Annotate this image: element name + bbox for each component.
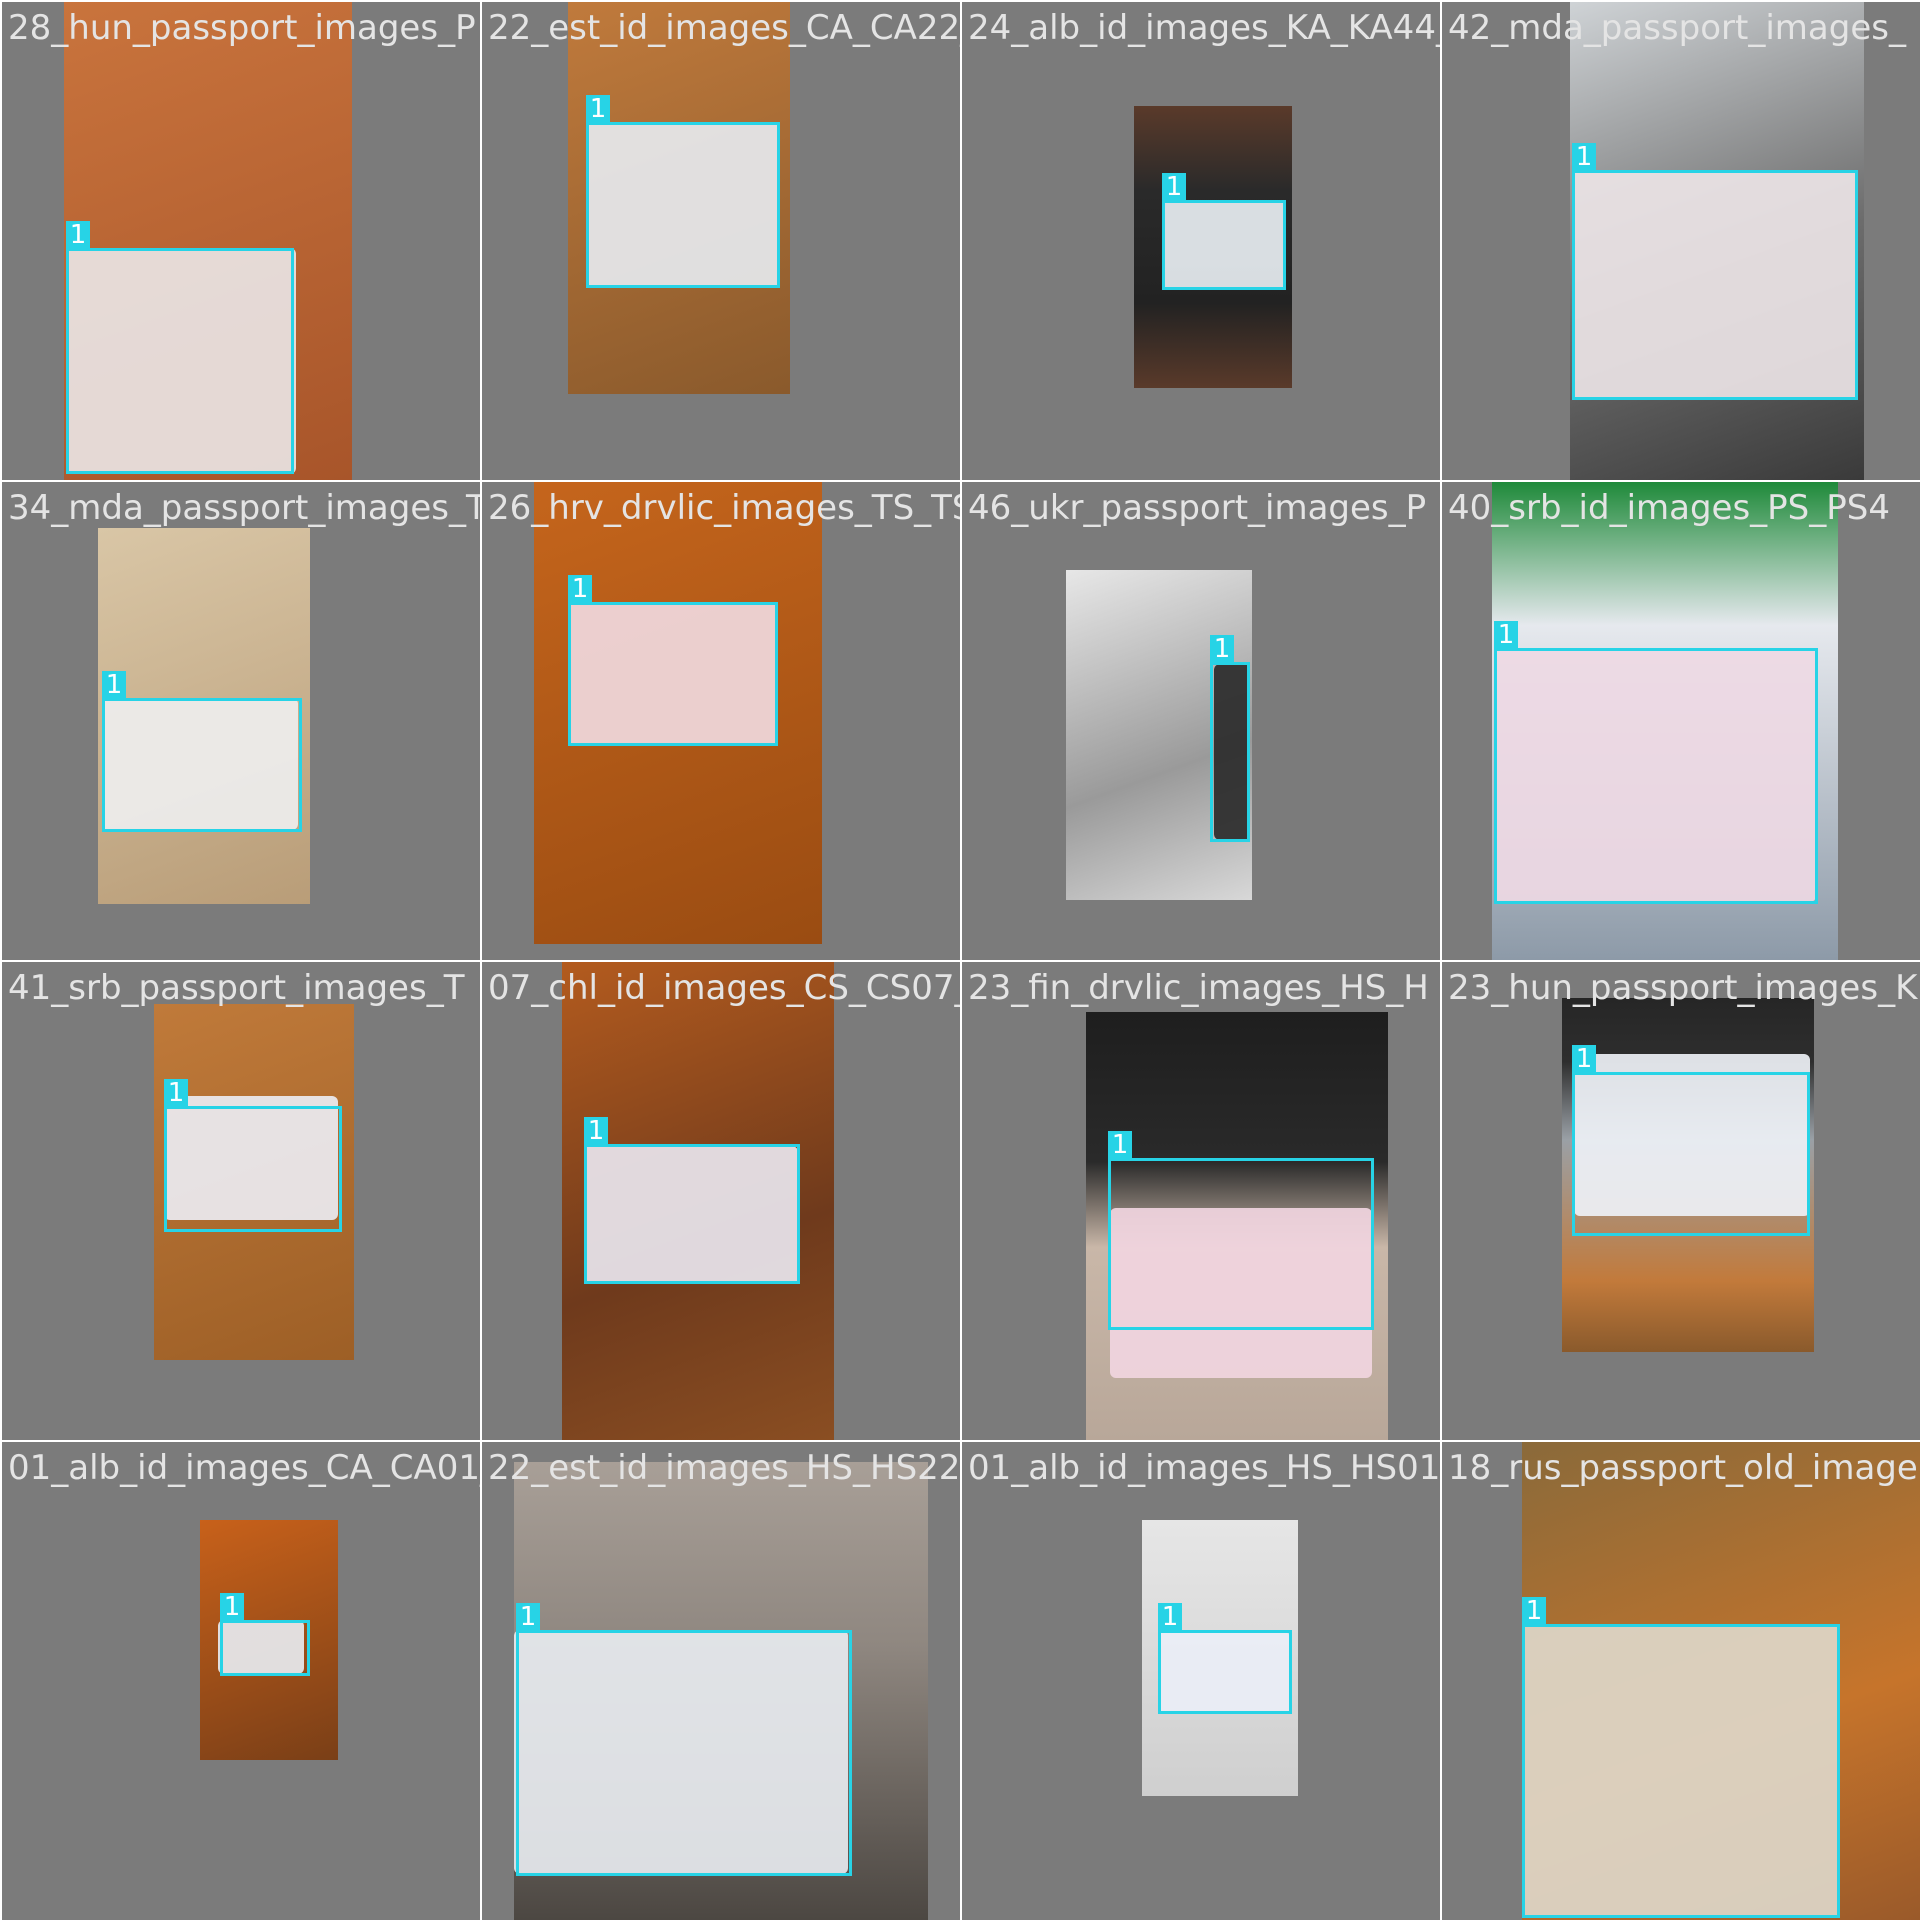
class-label: 1 — [586, 95, 610, 123]
image-filename: 40_srb_id_images_PS_PS4 — [1448, 488, 1890, 528]
mosaic-tile: 1 23_fin_drvlic_images_HS_H — [962, 962, 1440, 1440]
detection-box: 1 — [516, 1603, 852, 1876]
mosaic-tile: 1 24_alb_id_images_KA_KA44_420.png — [962, 2, 1440, 480]
document-photo — [1492, 482, 1838, 960]
class-label: 1 — [1210, 635, 1234, 663]
class-label: 1 — [584, 1117, 608, 1145]
image-filename: 01_alb_id_images_CA_CA01_216.png — [8, 1448, 480, 1488]
image-filename: 22_est_id_images_CA_CA22_408.png — [488, 8, 960, 48]
document-photo — [1066, 570, 1252, 900]
mosaic-tile: 1 07_chl_id_images_CS_CS07_28.png — [482, 962, 960, 1440]
class-label: 1 — [1108, 1131, 1132, 1159]
image-filename: 07_chl_id_images_CS_CS07_28.png — [488, 968, 960, 1008]
document-photo — [1142, 1520, 1298, 1796]
image-filename: 23_hun_passport_images_K — [1448, 968, 1918, 1008]
class-label: 1 — [1494, 621, 1518, 649]
document-photo — [1562, 998, 1814, 1352]
document-photo — [1134, 106, 1292, 388]
detection-box: 1 — [1494, 621, 1818, 904]
class-label: 1 — [1162, 173, 1186, 201]
detection-box: 1 — [220, 1593, 310, 1676]
image-filename: 34_mda_passport_images_T — [8, 488, 480, 528]
detection-box: 1 — [102, 671, 302, 832]
mosaic-tile: 1 01_alb_id_images_CA_CA01_216.png — [2, 1442, 480, 1920]
detection-box: 1 — [1108, 1131, 1374, 1330]
detection-box: 1 — [164, 1079, 342, 1232]
class-label: 1 — [1572, 1045, 1596, 1073]
detection-box: 1 — [1210, 635, 1250, 842]
detection-box: 1 — [584, 1117, 800, 1284]
mosaic-tile: 1 23_hun_passport_images_K — [1442, 962, 1920, 1440]
detection-box: 1 — [66, 221, 294, 474]
class-label: 1 — [1158, 1603, 1182, 1631]
document-photo — [534, 482, 822, 944]
mosaic-tile: 1 40_srb_id_images_PS_PS4 — [1442, 482, 1920, 960]
image-filename: 28_hun_passport_images_P — [8, 8, 476, 48]
class-label: 1 — [1572, 143, 1596, 171]
mosaic-tile: 1 46_ukr_passport_images_P — [962, 482, 1440, 960]
mosaic-tile: 1 34_mda_passport_images_T — [2, 482, 480, 960]
detection-box: 1 — [1572, 1045, 1810, 1236]
class-label: 1 — [102, 671, 126, 699]
detection-box: 1 — [1572, 143, 1858, 400]
image-filename: 46_ukr_passport_images_P — [968, 488, 1427, 528]
mosaic-tile: 1 41_srb_passport_images_T — [2, 962, 480, 1440]
mosaic-tile: 1 26_hrv_drvlic_images_TS_TS34_06.png — [482, 482, 960, 960]
mosaic-tile: 1 28_hun_passport_images_P — [2, 2, 480, 480]
document-photo — [98, 528, 310, 904]
mosaic-tile: 1 01_alb_id_images_HS_HS01_708.png — [962, 1442, 1440, 1920]
class-label: 1 — [1522, 1597, 1546, 1625]
detection-box: 1 — [1158, 1603, 1292, 1714]
detection-box: 1 — [568, 575, 778, 746]
class-label: 1 — [220, 1593, 244, 1621]
document-photo — [64, 2, 352, 480]
document-photo — [568, 2, 790, 394]
detection-box: 1 — [1162, 173, 1286, 290]
mosaic-tile: 1 42_mda_passport_images_ — [1442, 2, 1920, 480]
class-label: 1 — [516, 1603, 540, 1631]
image-filename: 01_alb_id_images_HS_HS01_708.png — [968, 1448, 1440, 1488]
image-filename: 26_hrv_drvlic_images_TS_TS34_06.png — [488, 488, 960, 528]
detection-box: 1 — [586, 95, 780, 288]
class-label: 1 — [66, 221, 90, 249]
mosaic-tile: 1 18_rus_passport_old_image — [1442, 1442, 1920, 1920]
mosaic-tile: 1 22_est_id_images_HS_HS22_12.png — [482, 1442, 960, 1920]
detection-box: 1 — [1522, 1597, 1840, 1918]
class-label: 1 — [164, 1079, 188, 1107]
document-photo — [1522, 1442, 1920, 1920]
image-filename: 42_mda_passport_images_ — [1448, 8, 1906, 48]
image-filename: 22_est_id_images_HS_HS22_12.png — [488, 1448, 960, 1488]
image-filename: 24_alb_id_images_KA_KA44_420.png — [968, 8, 1440, 48]
document-photo — [1086, 1012, 1388, 1440]
document-photo — [200, 1520, 338, 1760]
document-photo — [514, 1462, 928, 1920]
mosaic-tile: 1 22_est_id_images_CA_CA22_408.png — [482, 2, 960, 480]
document-photo — [154, 1004, 354, 1360]
image-filename: 41_srb_passport_images_T — [8, 968, 465, 1008]
image-filename: 18_rus_passport_old_image — [1448, 1448, 1918, 1488]
class-label: 1 — [568, 575, 592, 603]
document-photo — [1570, 2, 1864, 480]
document-photo — [562, 962, 834, 1440]
image-filename: 23_fin_drvlic_images_HS_H — [968, 968, 1429, 1008]
